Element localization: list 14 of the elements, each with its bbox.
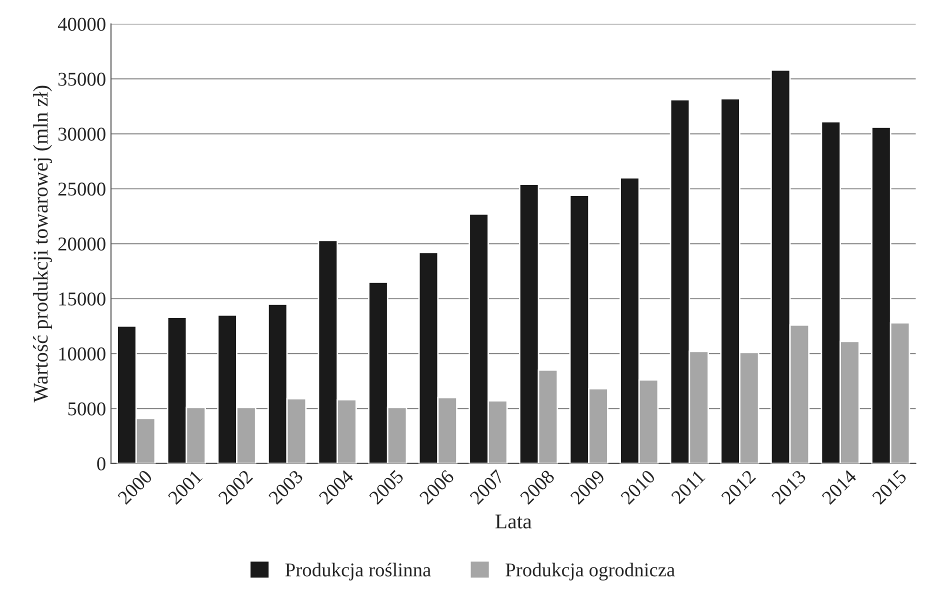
y-tick-label: 35000 <box>58 72 106 86</box>
y-tick-label: 20000 <box>58 238 106 251</box>
y-tick-label: 10000 <box>59 347 106 361</box>
y-tick-label: 0 <box>97 457 106 470</box>
y-axis-title: Wartość produkcji towarowej (mln zł) <box>33 86 52 402</box>
y-tick-label: 5000 <box>68 402 106 416</box>
y-tick-label: 15000 <box>59 292 106 306</box>
legend-label: Produkcja roślinna <box>285 562 431 580</box>
y-tick-label: 40000 <box>58 18 106 31</box>
x-tick-label: 2011 <box>670 470 706 504</box>
y-tick-label: 25000 <box>58 182 106 196</box>
legend-label: Produkcja ogrodnicza <box>506 562 675 580</box>
y-tick-label: 30000 <box>58 128 106 141</box>
x-axis-title: Lata <box>495 514 532 528</box>
